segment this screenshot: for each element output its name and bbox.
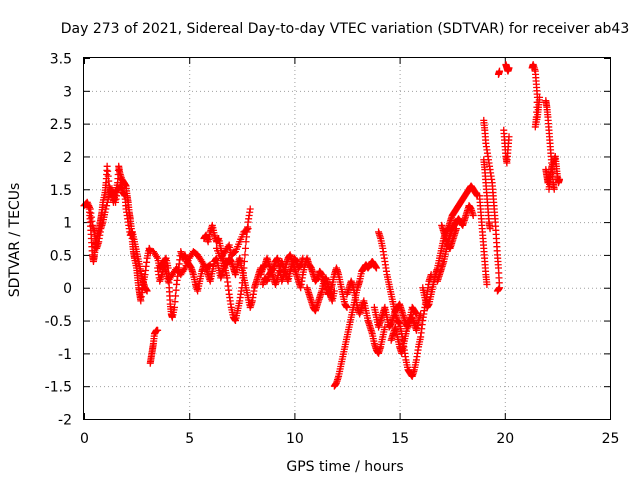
y-tick-label: -1	[58, 347, 72, 363]
y-axis-label: SDTVAR / TECUs	[7, 183, 23, 298]
data-point	[536, 93, 544, 101]
data-point	[206, 261, 214, 269]
data-point	[153, 253, 161, 261]
y-tick-label: 2.5	[50, 117, 72, 133]
data-point	[496, 67, 504, 75]
data-point	[556, 175, 564, 183]
data-point	[241, 251, 249, 259]
data-point	[86, 203, 94, 211]
data-point	[108, 187, 116, 195]
y-tick-label: 3.5	[50, 52, 72, 68]
axis-ticks	[84, 58, 611, 420]
y-tick-label: 0	[63, 281, 72, 297]
x-tick-label: 15	[391, 431, 409, 447]
y-tick-label: 1.5	[50, 183, 72, 199]
data-point	[343, 303, 351, 311]
data-point	[143, 287, 151, 295]
data-point	[469, 212, 477, 220]
data-point	[154, 326, 162, 334]
data-point	[372, 264, 380, 272]
data-point	[180, 266, 188, 274]
data-point	[452, 225, 460, 233]
chart-title: Day 273 of 2021, Sidereal Day-to-day VTE…	[61, 21, 630, 37]
data-point	[85, 202, 93, 210]
data-point	[243, 225, 251, 233]
y-tick-label: -2	[58, 413, 72, 429]
data-point	[246, 205, 254, 213]
plot-frame	[83, 57, 611, 420]
y-tick-label: -1.5	[45, 380, 72, 396]
data-point	[244, 225, 252, 233]
data-points	[80, 61, 564, 390]
x-tick-label: 0	[80, 431, 89, 447]
data-point	[486, 225, 494, 233]
y-tick-label: 1	[63, 216, 72, 232]
data-point	[102, 205, 110, 213]
data-point	[109, 188, 117, 196]
x-tick-label: 20	[496, 431, 514, 447]
data-point	[505, 64, 513, 72]
x-axis-label: GPS time / hours	[286, 459, 403, 475]
data-point	[493, 287, 501, 295]
data-point	[545, 172, 553, 180]
data-point	[299, 254, 307, 262]
data-point	[101, 208, 109, 216]
y-tick-label: 3	[63, 84, 72, 100]
y-tick-label: 2	[63, 150, 72, 166]
x-tick-label: 25	[602, 431, 620, 447]
data-point	[412, 310, 420, 318]
data-point	[84, 200, 92, 208]
y-tick-label: -0.5	[45, 314, 72, 330]
data-point	[103, 202, 111, 210]
data-point	[505, 133, 513, 141]
data-point	[103, 198, 111, 206]
tick-labels: 0 5 10 15 20 25 -2 -1.5 -1 -0.5 0 0.5 1 1.5 2 2.5 3 3.5	[45, 52, 620, 448]
x-tick-label: 5	[185, 431, 194, 447]
grid-lines	[84, 58, 610, 419]
y-tick-label: 0.5	[50, 248, 72, 264]
data-point	[83, 198, 91, 206]
data-point	[241, 244, 249, 252]
x-tick-label: 10	[286, 431, 304, 447]
data-point	[483, 280, 491, 288]
